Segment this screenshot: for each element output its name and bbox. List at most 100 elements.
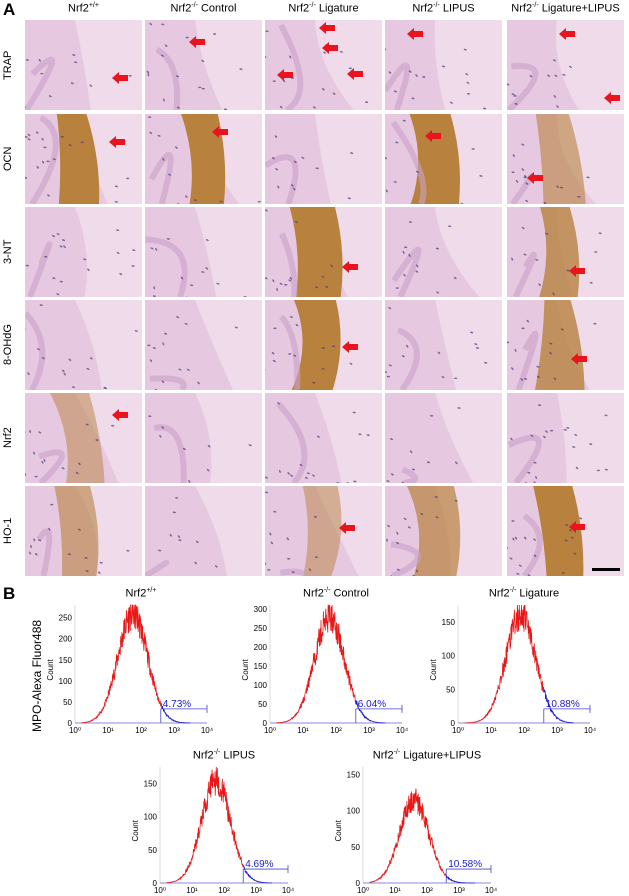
y-tick-label: 0	[356, 879, 361, 888]
micrograph	[25, 20, 142, 110]
y-tick-label: 250	[59, 614, 73, 623]
red-arrow-icon	[407, 28, 423, 40]
histogram-gated	[160, 702, 191, 724]
scale-bar	[592, 568, 620, 571]
histogram-gated	[543, 688, 574, 724]
x-tick-label: 10¹	[186, 886, 198, 895]
micrograph	[265, 20, 382, 110]
micrograph	[265, 486, 382, 576]
row-label: 8-OHdG	[2, 324, 14, 366]
micrograph	[25, 486, 142, 576]
micrograph	[265, 393, 382, 483]
chart-title: Nrf2-/- Ligature+LIPUS	[372, 749, 482, 762]
x-tick-label: 10⁰	[357, 886, 369, 895]
micrograph	[265, 207, 382, 297]
red-arrow-icon	[569, 521, 585, 533]
row-label: OCN	[2, 146, 14, 172]
y-tick-label: 200	[254, 643, 268, 652]
histogram-ungated	[276, 604, 357, 724]
histogram-chart: 0 50 100 150 200 250 10⁰ 10¹ 10² 10³ 10⁴ Count 4.73%	[46, 604, 214, 735]
row-label: HO-1	[2, 517, 14, 545]
micrograph	[145, 20, 262, 110]
histogram-ungated	[166, 766, 244, 884]
red-arrow-icon	[112, 72, 128, 84]
x-tick-label: 10²	[330, 726, 342, 735]
gate-marker	[242, 865, 289, 883]
x-tick-label: 10¹	[102, 726, 114, 735]
y-axis-label: Count	[46, 658, 55, 680]
micrograph	[25, 114, 142, 204]
gate-percent: 10.58%	[448, 859, 482, 870]
gate-marker	[543, 704, 591, 723]
micrograph	[385, 393, 502, 483]
row-label: 3-NT	[2, 239, 14, 265]
micrograph	[385, 20, 502, 110]
y-axis-label: Count	[241, 658, 250, 680]
red-arrow-icon	[569, 265, 585, 277]
micrograph	[25, 207, 142, 297]
micrograph	[385, 114, 502, 204]
gate-percent: 4.69%	[245, 859, 273, 870]
y-tick-label: 0	[263, 719, 268, 728]
x-tick-label: 10⁰	[452, 726, 464, 735]
chart-title: Nrf2-/- Ligature	[488, 587, 560, 600]
x-tick-label: 10⁰	[154, 886, 166, 895]
micrograph	[507, 20, 624, 110]
gate-marker	[355, 704, 403, 723]
y-tick-label: 200	[59, 635, 73, 644]
red-arrow-icon	[342, 261, 358, 273]
micrograph	[265, 300, 382, 390]
red-arrow-icon	[109, 136, 125, 148]
x-tick-label: 10⁴	[201, 726, 214, 735]
micrograph	[507, 300, 624, 390]
y-tick-label: 150	[254, 662, 268, 671]
y-tick-label: 100	[347, 807, 361, 816]
x-tick-label: 10³	[551, 726, 563, 735]
micrograph	[145, 207, 262, 297]
y-tick-label: 100	[442, 652, 456, 661]
x-tick-label: 10²	[135, 726, 147, 735]
y-tick-label: 100	[254, 681, 268, 690]
red-arrow-icon	[342, 341, 358, 353]
gate-marker	[160, 704, 208, 723]
x-tick-label: 10³	[453, 886, 465, 895]
red-arrow-icon	[189, 36, 205, 48]
x-tick-label: 10⁰	[264, 726, 276, 735]
red-arrow-icon	[322, 42, 338, 54]
y-axis-label: Count	[131, 819, 140, 841]
histogram-ungated	[81, 604, 162, 724]
y-tick-label: 50	[148, 846, 157, 855]
x-tick-label: 10²	[218, 886, 230, 895]
y-tick-label: 150	[347, 770, 361, 779]
red-arrow-icon	[527, 172, 543, 184]
row-label: Nrf2	[2, 427, 14, 449]
column-header: Nrf2-/- Ligature	[288, 2, 359, 15]
x-tick-label: 10³	[168, 726, 180, 735]
column-header: Nrf2-/- LIPUS	[412, 2, 475, 15]
micrograph	[145, 393, 262, 483]
y-tick-label: 0	[451, 719, 456, 728]
x-tick-label: 10³	[363, 726, 375, 735]
x-tick-label: 10¹	[485, 726, 497, 735]
x-tick-label: 10⁴	[584, 726, 597, 735]
y-tick-label: 50	[63, 698, 72, 707]
y-tick-label: 150	[442, 618, 456, 627]
panel-a-label: A	[3, 0, 16, 19]
y-tick-label: 100	[144, 813, 158, 822]
micrograph	[145, 114, 262, 204]
chart-title: Nrf2-/- Control	[303, 587, 369, 600]
y-tick-label: 0	[153, 879, 158, 888]
micrograph	[145, 486, 262, 576]
x-tick-label: 10⁴	[282, 886, 295, 895]
gate-marker	[445, 865, 492, 883]
histogram-chart: 0 50 100 150 10⁰ 10¹ 10² 10³ 10⁴ Count 10.88%	[429, 604, 597, 735]
y-tick-label: 0	[68, 719, 73, 728]
micrograph	[385, 486, 502, 576]
y-tick-label: 50	[351, 843, 360, 852]
histogram-chart: 0 50 100 150 200 250 300 10⁰ 10¹ 10² 10³ 10⁴ Count 6.…	[241, 604, 409, 735]
red-arrow-icon	[425, 130, 441, 142]
histogram-gated	[242, 865, 272, 884]
x-tick-label: 10¹	[389, 886, 401, 895]
x-tick-label: 10¹	[297, 726, 309, 735]
